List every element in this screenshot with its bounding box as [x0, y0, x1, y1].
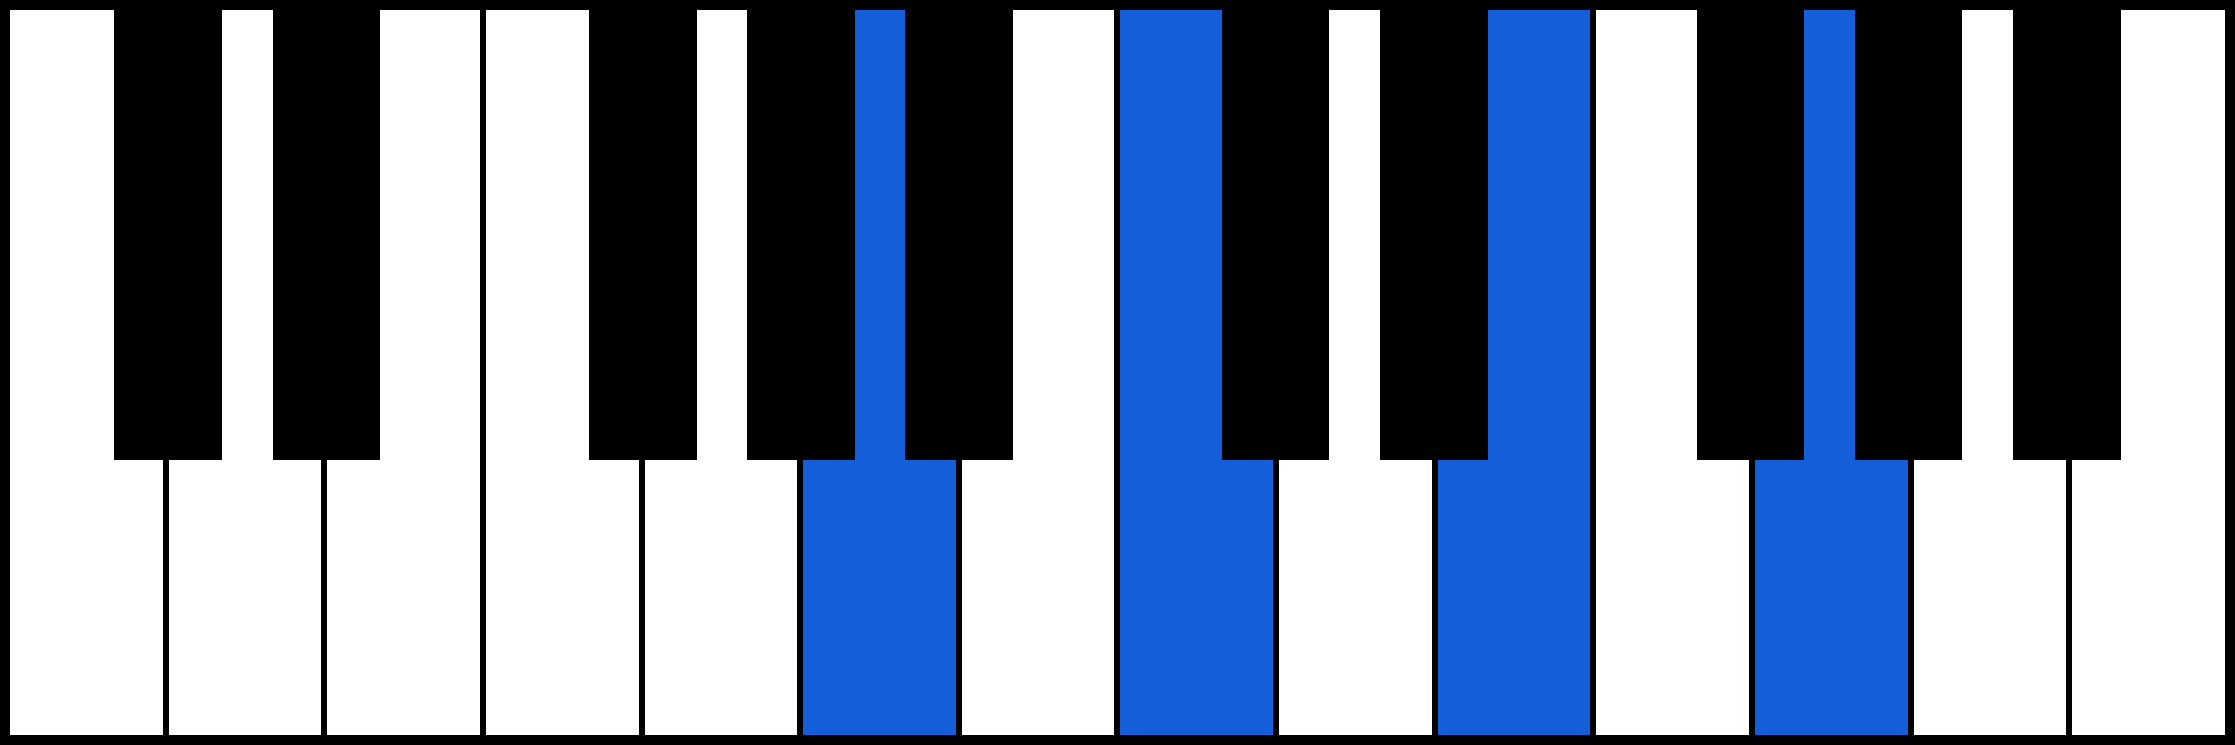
black-key-5	[1222, 10, 1330, 460]
black-key-2	[589, 10, 697, 460]
black-key-9	[2013, 10, 2121, 460]
black-key-3	[747, 10, 855, 460]
black-key-0	[114, 10, 222, 460]
black-key-6	[1380, 10, 1488, 460]
piano-keyboard	[0, 0, 2235, 745]
black-key-8	[1855, 10, 1963, 460]
black-key-1	[273, 10, 381, 460]
black-key-4	[905, 10, 1013, 460]
black-key-7	[1697, 10, 1805, 460]
